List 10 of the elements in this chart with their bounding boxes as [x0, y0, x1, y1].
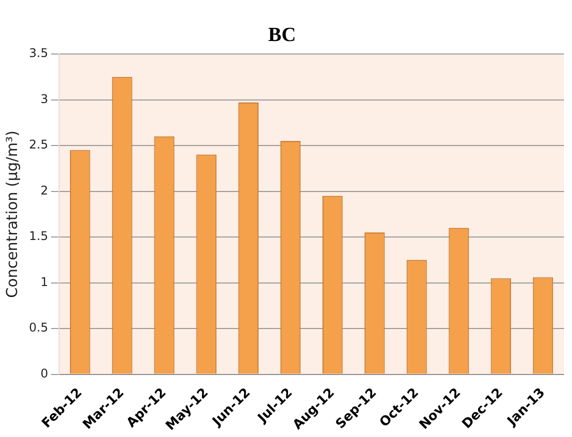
y-tick-label: 3.5	[28, 46, 48, 60]
y-tick-label: 1	[40, 274, 48, 289]
y-tick-label: 0.5	[28, 320, 48, 335]
y-tick-label: 2.5	[28, 138, 48, 152]
y-tick-label: 2	[40, 183, 48, 198]
y-tick-label: 3	[40, 92, 48, 106]
chart-title: BC	[268, 24, 296, 46]
y-tick-label: 1.5	[28, 229, 48, 244]
y-tick-label: 0	[40, 366, 48, 380]
y-axis-title: Concentration (µg/m³)	[2, 130, 21, 298]
